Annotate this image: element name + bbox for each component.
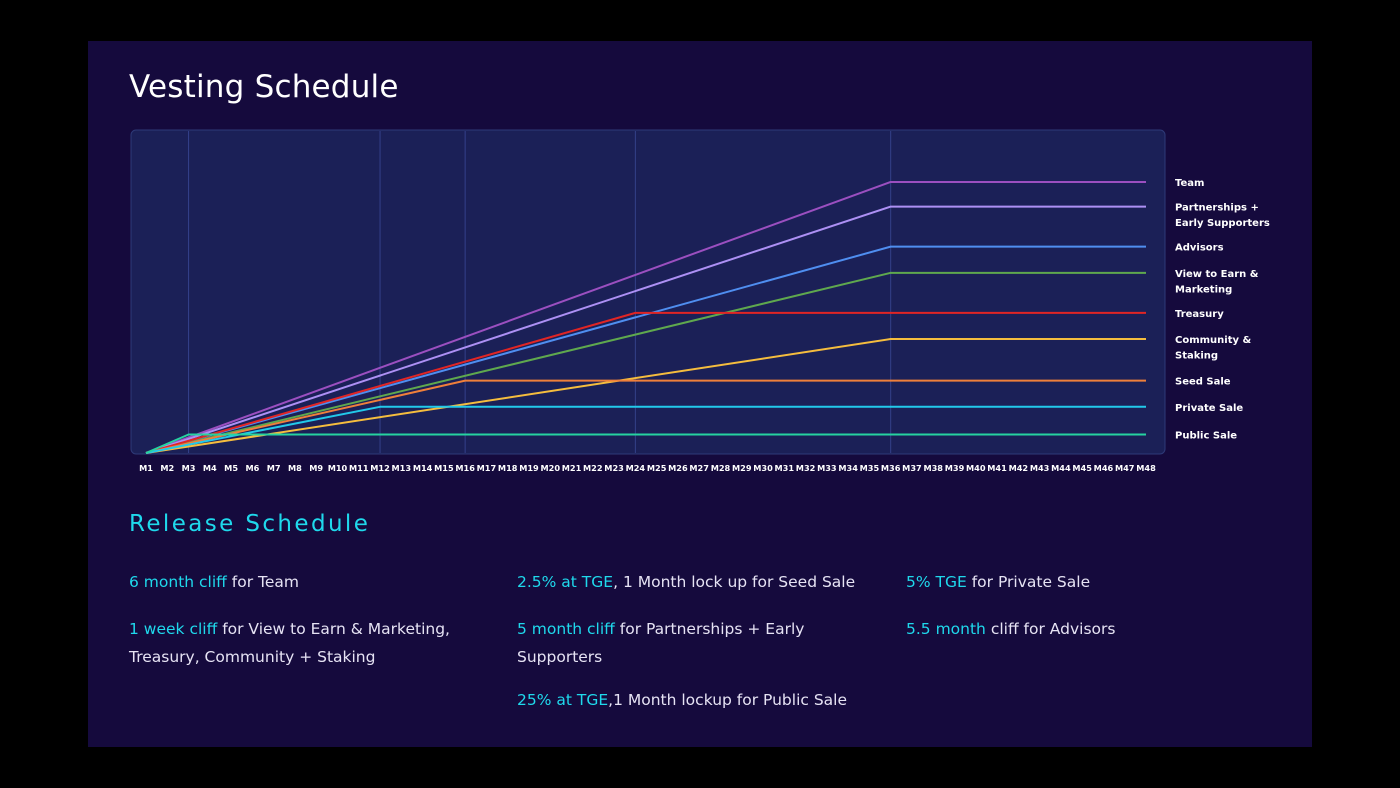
series-line-public-sale bbox=[145, 433, 1146, 454]
note-highlight: 2.5% at TGE bbox=[517, 573, 614, 591]
legend-label: Early Supporters bbox=[1175, 218, 1270, 229]
legend-label: Advisors bbox=[1175, 243, 1224, 254]
x-tick-label: M33 bbox=[817, 463, 837, 473]
note-highlight: 5 month cliff bbox=[517, 620, 615, 638]
note-text: for View to Earn & Marketing, Treasury, … bbox=[129, 620, 450, 666]
release-note-partnerships: 5 month cliff for Partnerships + Early S… bbox=[517, 615, 817, 671]
x-tick-label: M10 bbox=[328, 463, 348, 473]
x-tick-label: M31 bbox=[775, 463, 795, 473]
x-tick-label: M21 bbox=[562, 463, 582, 473]
note-highlight: 1 week cliff bbox=[129, 620, 218, 638]
x-tick-label: M14 bbox=[413, 463, 433, 473]
x-tick-label: M12 bbox=[370, 463, 390, 473]
legend-label: Staking bbox=[1175, 351, 1218, 362]
vesting-chart: M1 M2 M3 M4 M5 M6 M7 M8 M9 M10 M11 M12 M13 M14 M15 M16 M… bbox=[130, 129, 1270, 473]
release-note-seed-sale: 2.5% at TGE, 1 Month lock up for Seed Sa… bbox=[517, 568, 887, 596]
x-tick-label: M25 bbox=[647, 463, 667, 473]
x-tick-label: M28 bbox=[711, 463, 731, 473]
series-line-seed-sale bbox=[145, 379, 1146, 454]
release-note-team: 6 month cliff for Team bbox=[129, 568, 489, 596]
x-tick-label: M19 bbox=[519, 463, 539, 473]
release-note-view-to-earn: 1 week cliff for View to Earn & Marketin… bbox=[129, 615, 479, 671]
legend-label: Team bbox=[1175, 178, 1204, 189]
x-tick-label: M7 bbox=[267, 463, 281, 473]
x-tick-label: M39 bbox=[945, 463, 965, 473]
series-line-private-sale bbox=[145, 405, 1146, 454]
x-tick-label: M29 bbox=[732, 463, 752, 473]
legend-label: Marketing bbox=[1175, 284, 1232, 295]
legend-label: Private Sale bbox=[1175, 403, 1243, 414]
x-tick-label: M44 bbox=[1051, 463, 1071, 473]
x-tick-label: M41 bbox=[987, 463, 1007, 473]
x-tick-label: M43 bbox=[1030, 463, 1050, 473]
x-tick-label: M20 bbox=[540, 463, 560, 473]
x-tick-label: M9 bbox=[309, 463, 323, 473]
note-highlight: 5.5 month bbox=[906, 620, 986, 638]
x-tick-label: M38 bbox=[923, 463, 943, 473]
note-text: , 1 Month lock up for Seed Sale bbox=[613, 573, 856, 591]
x-tick-label: M2 bbox=[160, 463, 174, 473]
x-tick-label: M48 bbox=[1136, 463, 1156, 473]
x-tick-label: M46 bbox=[1094, 463, 1114, 473]
x-tick-label: M8 bbox=[288, 463, 302, 473]
x-tick-label: M24 bbox=[626, 463, 646, 473]
legend-label: Seed Sale bbox=[1175, 377, 1231, 388]
x-tick-label: M23 bbox=[604, 463, 624, 473]
x-tick-label: M5 bbox=[224, 463, 238, 473]
slide: Vesting Schedule M1 M2 M3 M4 M5 M6 M7 M8 M9 M10 M1… bbox=[88, 41, 1312, 747]
note-text: cliff for Advisors bbox=[985, 620, 1116, 638]
x-tick-label: M17 bbox=[477, 463, 497, 473]
x-tick-label: M35 bbox=[860, 463, 880, 473]
legend-label: Public Sale bbox=[1175, 431, 1237, 442]
x-tick-label: M1 bbox=[139, 463, 153, 473]
release-schedule-title: Release Schedule bbox=[129, 511, 371, 537]
x-tick-label: M4 bbox=[203, 463, 217, 473]
legend-label: View to Earn & bbox=[1175, 269, 1259, 280]
x-tick-label: M15 bbox=[434, 463, 454, 473]
series-line-treasury bbox=[145, 311, 1146, 454]
x-tick-label: M36 bbox=[881, 463, 901, 473]
x-tick-label: M27 bbox=[689, 463, 709, 473]
x-tick-label: M34 bbox=[838, 463, 858, 473]
note-highlight: 25% at TGE bbox=[517, 691, 609, 709]
note-text: for Private Sale bbox=[966, 573, 1091, 591]
series-line-advisors bbox=[145, 245, 1146, 454]
note-text: ,1 Month lockup for Public Sale bbox=[608, 691, 847, 709]
release-note-advisors: 5.5 month cliff for Advisors bbox=[906, 615, 1246, 643]
x-tick-label: M26 bbox=[668, 463, 688, 473]
x-tick-label: M22 bbox=[583, 463, 603, 473]
x-tick-label: M13 bbox=[392, 463, 412, 473]
x-tick-label: M32 bbox=[796, 463, 816, 473]
x-tick-label: M45 bbox=[1072, 463, 1092, 473]
x-tick-label: M11 bbox=[349, 463, 369, 473]
note-highlight: 5% TGE bbox=[906, 573, 967, 591]
x-tick-label: M42 bbox=[1009, 463, 1029, 473]
series-line-view-to-earn-marketing bbox=[145, 271, 1146, 454]
legend-label: Treasury bbox=[1175, 309, 1224, 320]
x-tick-label: M16 bbox=[455, 463, 475, 473]
plot-area bbox=[130, 129, 1166, 455]
x-tick-label: M30 bbox=[753, 463, 773, 473]
series-line-partnerships-early-supporters bbox=[145, 205, 1146, 454]
x-tick-label: M6 bbox=[245, 463, 259, 473]
x-tick-label: M3 bbox=[182, 463, 196, 473]
legend-label: Partnerships + bbox=[1175, 203, 1259, 214]
release-note-public-sale: 25% at TGE,1 Month lockup for Public Sal… bbox=[517, 686, 897, 714]
series-line-team bbox=[145, 180, 1146, 454]
series-line-community-staking bbox=[145, 338, 1146, 454]
x-tick-label: M40 bbox=[966, 463, 986, 473]
note-text: for Partnerships + Early Supporters bbox=[517, 620, 805, 666]
note-text: for Team bbox=[226, 573, 299, 591]
legend-label: Community & bbox=[1175, 335, 1251, 346]
note-highlight: 6 month cliff bbox=[129, 573, 227, 591]
slide-title: Vesting Schedule bbox=[129, 69, 399, 105]
x-tick-label: M18 bbox=[498, 463, 518, 473]
x-tick-label: M37 bbox=[902, 463, 922, 473]
release-note-private-sale: 5% TGE for Private Sale bbox=[906, 568, 1246, 596]
x-tick-label: M47 bbox=[1115, 463, 1135, 473]
